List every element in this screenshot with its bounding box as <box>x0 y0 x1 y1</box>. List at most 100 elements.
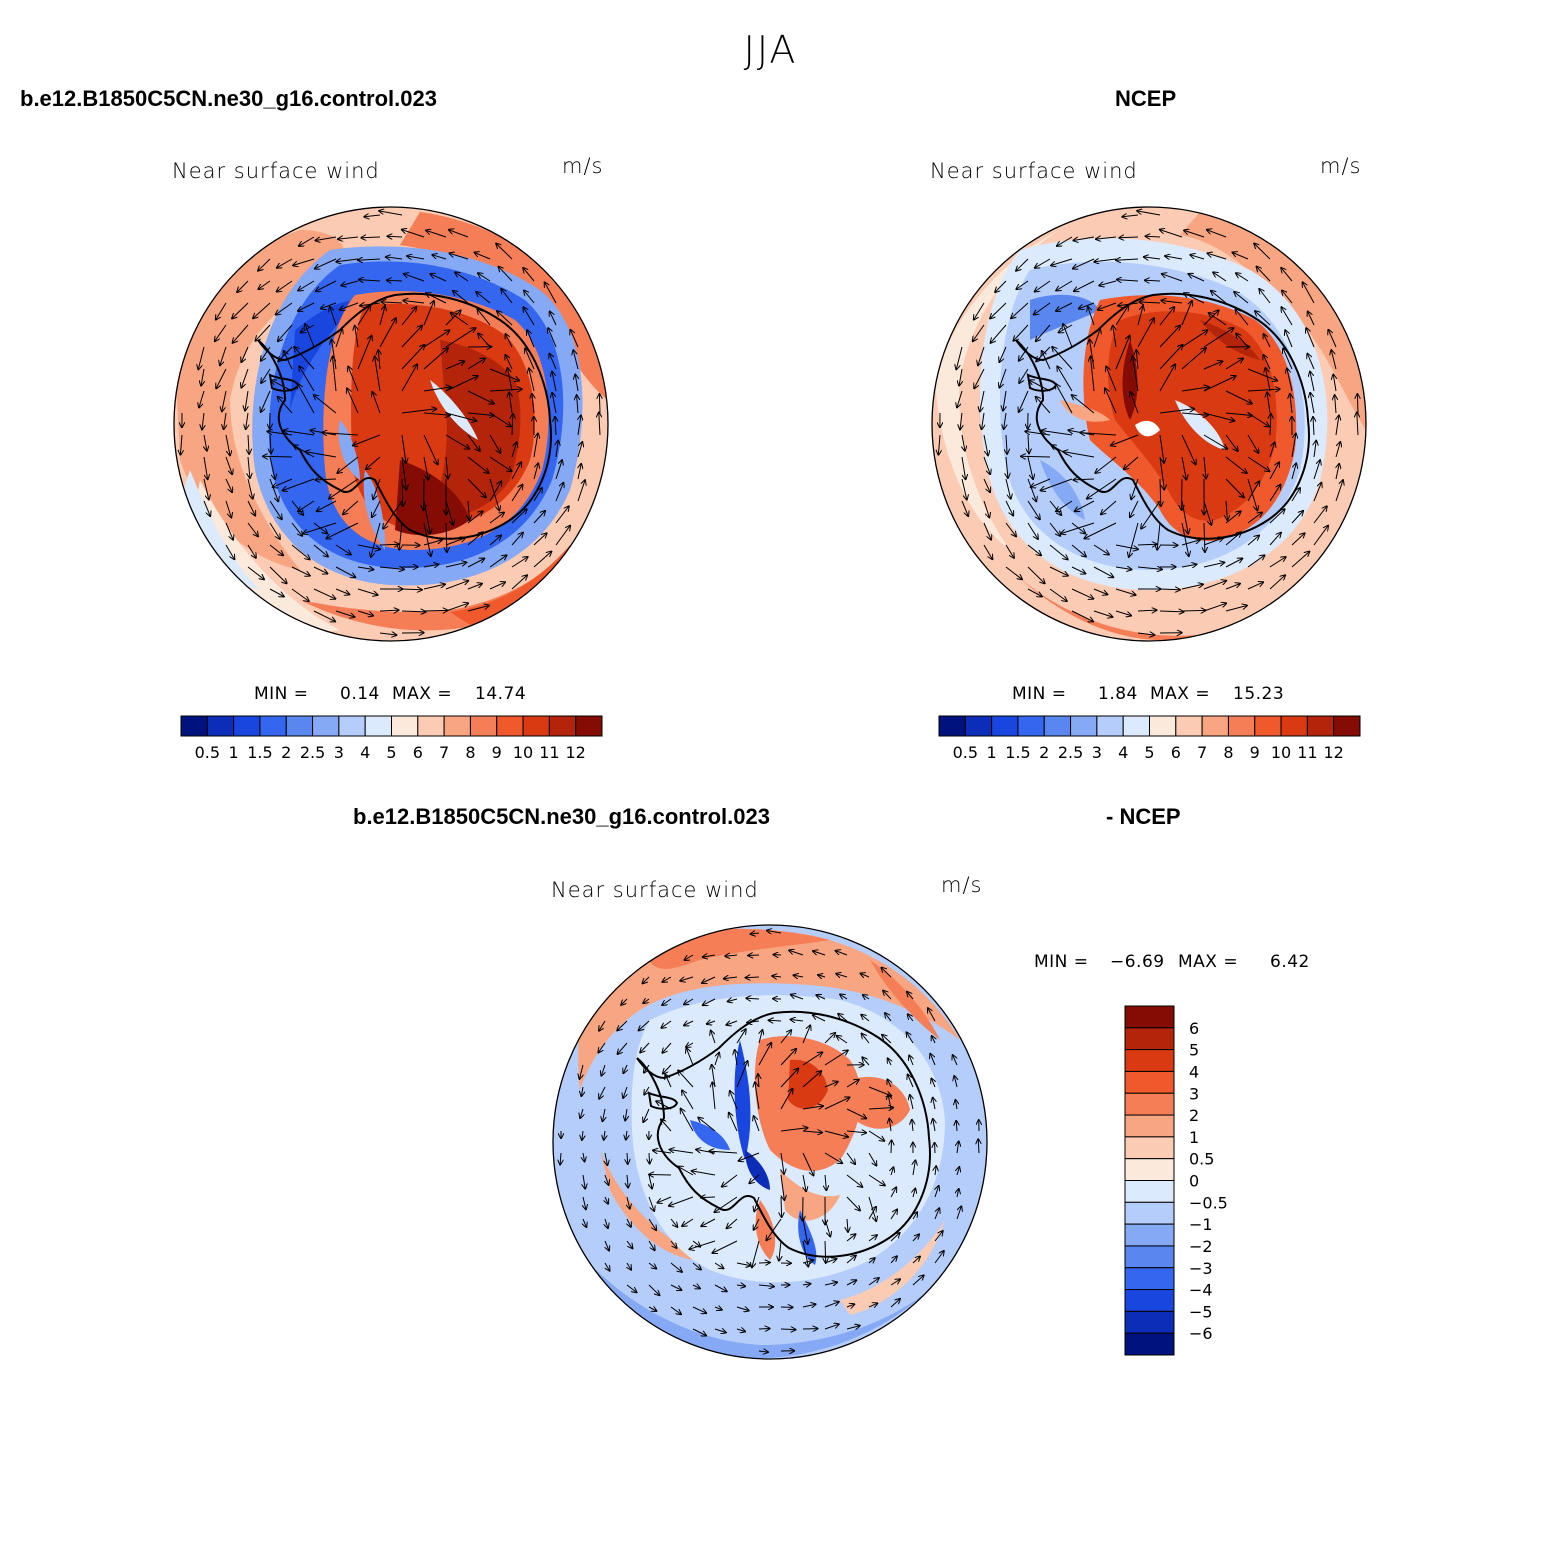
wind-vector <box>291 544 310 559</box>
wind-vector <box>489 513 504 524</box>
wind-vector <box>1313 526 1328 546</box>
wind-vector <box>1313 460 1320 480</box>
wind-vector <box>373 478 381 499</box>
wind-vector <box>974 368 985 388</box>
wind-vector <box>882 1035 892 1044</box>
wind-vector <box>1225 434 1238 451</box>
wind-vector <box>511 575 527 590</box>
wind-vector <box>1203 412 1234 421</box>
wind-vector <box>957 1189 959 1198</box>
panel2-colorbar-tick-label: 3 <box>1092 743 1102 762</box>
wind-vector <box>1203 328 1233 348</box>
wind-vector <box>555 506 569 524</box>
wind-vector <box>423 348 448 370</box>
wind-vector <box>739 1152 760 1161</box>
wind-vector <box>909 1056 913 1066</box>
wind-vector <box>407 256 425 259</box>
wind-vector <box>1313 506 1327 524</box>
wind-vector <box>840 994 848 999</box>
wind-vector <box>423 584 445 590</box>
wind-vector <box>269 544 283 555</box>
wind-vector <box>314 395 337 414</box>
wind-vector <box>890 1256 897 1264</box>
wind-vector <box>824 1050 848 1066</box>
wind-vector <box>1225 511 1241 524</box>
wind-vector <box>423 610 447 611</box>
wind-vector <box>335 329 342 348</box>
wind-vector <box>203 478 209 500</box>
wind-vector <box>1247 434 1259 453</box>
wind-vector <box>379 306 385 326</box>
wind-vector <box>748 955 760 956</box>
panel2-colorbar-swatch <box>991 715 1019 737</box>
panel3-colorbar-tick-label: −0.5 <box>1189 1193 1228 1212</box>
panel3-colorbar-swatch <box>1124 1136 1175 1160</box>
wind-vector <box>476 292 491 304</box>
wind-vector <box>489 481 501 502</box>
wind-vector <box>1247 582 1263 590</box>
wind-vector <box>1035 280 1051 292</box>
wind-vector <box>781 1152 784 1174</box>
wind-vector <box>467 532 483 546</box>
wind-vector <box>662 1042 672 1053</box>
wind-vector <box>1303 282 1315 304</box>
wind-vector <box>648 1284 659 1295</box>
wind-vector <box>1115 567 1131 570</box>
wind-vector <box>1247 456 1270 471</box>
wind-vector <box>957 1167 959 1176</box>
wind-vector <box>680 976 694 981</box>
wind-vector <box>816 995 826 999</box>
panel1-colorbar-swatch <box>312 715 340 737</box>
wind-vector <box>1074 236 1095 241</box>
wind-vector <box>449 230 469 238</box>
wind-vector <box>1006 434 1007 454</box>
wind-vector <box>961 478 967 500</box>
wind-vector <box>1247 481 1259 502</box>
wind-vector <box>599 413 600 436</box>
wind-vector <box>791 1020 804 1022</box>
wind-vector <box>868 1258 875 1263</box>
panel1-colorbar-swatch <box>548 715 577 737</box>
wind-vector <box>1019 368 1029 383</box>
wind-vector <box>836 951 848 956</box>
wind-vector <box>532 394 534 414</box>
bottom-left-case-label: b.e12.B1850C5CN.ne30_g16.control.023 <box>353 804 770 829</box>
panel2-colorbar-swatch <box>1175 715 1203 737</box>
wind-vector <box>291 566 310 576</box>
wind-vector <box>649 1175 672 1176</box>
wind-vector <box>890 1299 900 1308</box>
wind-vector <box>1027 566 1045 583</box>
wind-vector <box>1254 244 1271 260</box>
wind-vector <box>1236 273 1249 282</box>
wind-vector <box>1093 610 1113 617</box>
wind-vector <box>512 414 513 436</box>
wind-vector <box>524 291 535 304</box>
wind-vector <box>888 1095 891 1110</box>
wind-vector <box>847 1218 848 1232</box>
wind-vector <box>511 509 527 524</box>
wind-vector <box>758 1285 774 1287</box>
wind-vector <box>802 1152 814 1176</box>
wind-vector <box>378 350 380 370</box>
wind-vector <box>1336 416 1339 436</box>
wind-vector <box>908 1014 914 1022</box>
panel2-colorbar-tick-label: 10 <box>1271 743 1291 762</box>
wind-vector <box>649 1152 650 1164</box>
wind-vector <box>580 1064 584 1079</box>
wind-vector <box>1247 368 1277 381</box>
panel2-colorbar-tick-label: 1 <box>987 743 997 762</box>
wind-vector <box>1115 336 1130 370</box>
wind-vector <box>692 1328 706 1336</box>
panel3-colorbar-swatch <box>1124 1005 1175 1029</box>
wind-vector <box>1285 330 1293 348</box>
wind-vector <box>423 456 428 480</box>
wind-vector <box>758 1329 770 1330</box>
wind-vector <box>401 434 406 463</box>
wind-vector <box>489 456 512 471</box>
wind-vector <box>478 273 491 282</box>
wind-vector <box>824 1302 839 1308</box>
wind-vector <box>711 1031 716 1044</box>
wind-vector <box>423 330 449 348</box>
wind-vector <box>332 340 337 370</box>
wind-vector <box>599 1020 606 1031</box>
